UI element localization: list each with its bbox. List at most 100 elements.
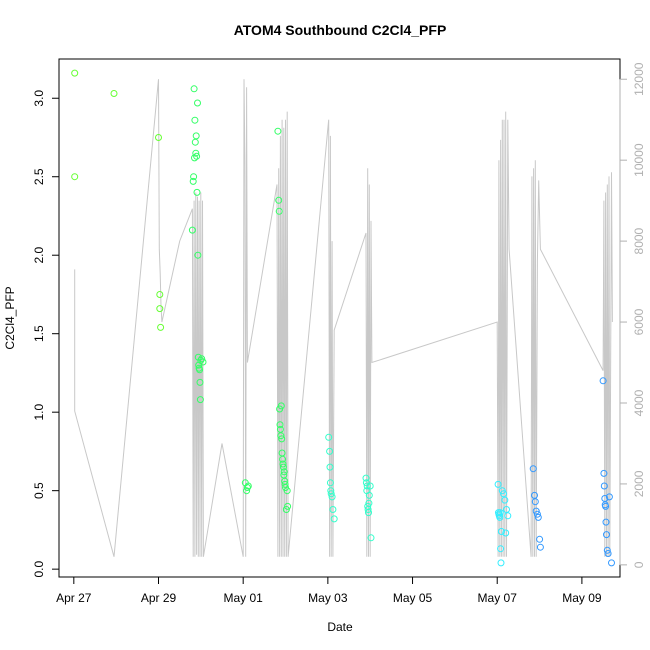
data-point (281, 480, 289, 488)
data-point (328, 493, 336, 501)
data-point (194, 251, 202, 259)
data-point (326, 463, 334, 471)
data-point (280, 468, 288, 476)
x-tick-label: May 09 (562, 591, 602, 605)
data-point (497, 528, 505, 535)
data-point (277, 402, 285, 410)
data-point (365, 491, 373, 499)
data-point (325, 433, 333, 441)
data-point (600, 482, 608, 490)
y-axis: 0.0 0.5 1.0 1.5 2.0 2.5 3.0 (32, 90, 60, 577)
data-point (498, 487, 506, 495)
data-point (279, 460, 287, 468)
data-point (276, 421, 284, 429)
data-point (600, 469, 608, 477)
data-point (192, 132, 200, 140)
data-point (196, 378, 204, 386)
data-points-layer (71, 69, 615, 567)
y-axis-title: C2Cl4_PFP (3, 286, 17, 349)
data-point (274, 127, 282, 135)
data-point (279, 455, 287, 463)
data-point (157, 323, 165, 331)
x-tick-label: May 07 (478, 591, 518, 605)
x-axis: Apr 27 Apr 29 May 01 May 03 May 05 May 07 May … (56, 576, 602, 605)
data-point (71, 173, 79, 181)
data-point (501, 496, 509, 504)
secondary-line-layer (74, 79, 613, 557)
data-point (362, 474, 370, 482)
data-point (365, 509, 372, 517)
data-point (156, 291, 164, 298)
y2-tick-label: 8000 (632, 227, 646, 254)
data-point (602, 502, 610, 510)
data-point (502, 529, 510, 537)
y2-tick-label: 2000 (632, 470, 646, 497)
data-point (279, 463, 287, 471)
data-point (155, 134, 162, 141)
y2-tick-label: 0 (632, 561, 646, 568)
data-point (189, 177, 197, 185)
y2-tick-label: 4000 (632, 389, 646, 416)
data-point (243, 487, 251, 495)
y2-tick-label: 10000 (632, 143, 646, 177)
data-point (330, 515, 338, 523)
data-point (367, 534, 375, 542)
data-point (192, 149, 200, 157)
data-point (603, 531, 610, 539)
chart-title: ATOM4 Southbound C2Cl4_PFP (234, 22, 447, 38)
data-point (536, 543, 544, 551)
data-point (278, 435, 286, 443)
data-point (366, 482, 374, 490)
y-tick-label: 0.5 (32, 482, 46, 499)
y-tick-label: 0.0 (32, 560, 46, 577)
data-point (534, 513, 542, 521)
data-point (497, 545, 505, 553)
data-point (529, 465, 537, 473)
data-point (275, 196, 283, 204)
x-tick-label: May 05 (393, 591, 433, 605)
x-tick-label: May 01 (223, 591, 263, 605)
data-point (191, 116, 199, 124)
data-point (193, 188, 201, 196)
data-point (193, 152, 201, 160)
y2-tick-label: 12000 (632, 62, 646, 96)
data-point (326, 447, 334, 455)
data-point (365, 499, 373, 507)
data-point (497, 559, 505, 567)
data-point (329, 506, 337, 513)
data-point (604, 550, 612, 557)
data-point (599, 377, 607, 385)
data-point (603, 546, 611, 554)
data-point (282, 506, 290, 513)
data-point (363, 482, 371, 490)
data-point (602, 518, 610, 526)
data-point (531, 498, 539, 506)
data-point (496, 509, 504, 517)
right-y-axis: 0 2000 4000 6000 8000 10000 12000 (619, 62, 646, 568)
secondary-series-line (74, 79, 613, 557)
data-point (191, 154, 198, 162)
y-tick-label: 3.0 (32, 90, 46, 107)
data-point (284, 502, 292, 510)
y-tick-label: 2.0 (32, 247, 46, 264)
data-point (503, 506, 510, 513)
data-point (504, 512, 512, 520)
data-point (196, 366, 204, 374)
y-tick-label: 2.5 (32, 168, 46, 185)
data-point (71, 69, 79, 77)
data-point (110, 90, 118, 97)
x-tick-label: May 03 (308, 591, 348, 605)
data-point (194, 99, 201, 107)
data-point (188, 226, 196, 234)
y-tick-label: 1.5 (32, 325, 46, 342)
data-point (533, 510, 541, 518)
data-point (605, 493, 613, 501)
data-point (243, 484, 251, 491)
x-axis-title: Date (327, 620, 353, 634)
data-point (326, 479, 334, 487)
data-point (244, 482, 252, 490)
data-point (496, 513, 504, 521)
data-point (277, 432, 285, 440)
